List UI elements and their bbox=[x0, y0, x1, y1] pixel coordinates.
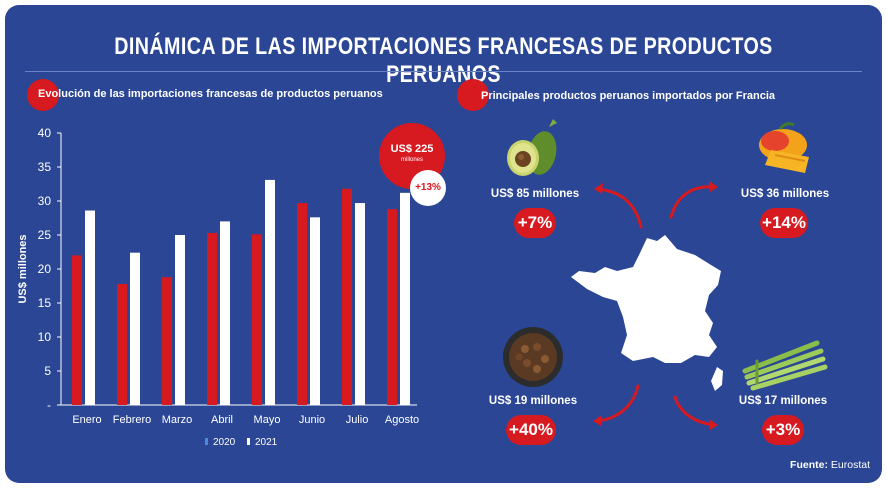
bar-2021-agosto bbox=[400, 192, 410, 405]
x-tick-label: Mayo bbox=[254, 414, 281, 426]
infographic-panel: DINÁMICA DE LAS IMPORTACIONES FRANCESAS … bbox=[5, 5, 882, 483]
bar-2021-junio bbox=[310, 217, 320, 405]
bar-2020-mayo bbox=[252, 234, 262, 405]
y-axis-label: US$ millones bbox=[17, 234, 29, 303]
legend-swatch-2021 bbox=[247, 438, 250, 445]
bar-2020-julio bbox=[342, 188, 352, 405]
arrow-to-coffee bbox=[595, 384, 640, 423]
x-tick-label: Abril bbox=[211, 414, 233, 426]
y-tick-label: 35 bbox=[38, 160, 52, 174]
france-map-icon bbox=[571, 235, 721, 363]
page-title: DINÁMICA DE LAS IMPORTACIONES FRANCESAS … bbox=[114, 33, 773, 88]
avocado-value-label: US$ 85 millones bbox=[490, 188, 580, 200]
x-tick-label: Marzo bbox=[162, 414, 193, 426]
bar-2020-enero bbox=[72, 255, 82, 405]
coffee-value-label: US$ 19 millones bbox=[488, 395, 578, 407]
source-value: Eurostat bbox=[830, 459, 870, 471]
chart-legend: 2020 2021 bbox=[205, 437, 278, 448]
bar-2020-junio bbox=[297, 203, 307, 405]
x-tick-label: Julio bbox=[346, 414, 369, 426]
x-tick-label: Agosto bbox=[385, 414, 419, 426]
corsica-map-icon bbox=[711, 367, 723, 391]
y-tick-label: 5 bbox=[44, 364, 51, 378]
asparagus-growth-badge: +3% bbox=[762, 415, 804, 445]
asparagus-value-label: US$ 17 millones bbox=[738, 395, 828, 407]
coffee-beans-icon bbox=[503, 327, 563, 387]
y-tick-label: 30 bbox=[38, 194, 52, 208]
avocado-icon bbox=[507, 119, 557, 176]
x-tick-label: Febrero bbox=[113, 414, 152, 426]
legend-label-2020: 2020 bbox=[213, 437, 236, 448]
legend-label-2021: 2021 bbox=[255, 437, 278, 448]
chart-section-dot bbox=[27, 79, 59, 111]
arrow-to-asparagus bbox=[673, 395, 717, 427]
bar-2021-febrero bbox=[130, 252, 140, 405]
legend-swatch-2020 bbox=[205, 438, 208, 445]
mango-growth-badge: +14% bbox=[760, 208, 808, 238]
total-growth-badge: +13% bbox=[410, 170, 446, 206]
chart-bars bbox=[72, 179, 410, 405]
chart-section-title: Evolución de las importaciones francesas… bbox=[38, 88, 383, 100]
coffee-growth-badge: +40% bbox=[506, 415, 556, 445]
y-tick-label: 15 bbox=[38, 296, 52, 310]
total-imports-unit: millones bbox=[400, 157, 423, 163]
avocado-growth-badge: +7% bbox=[514, 208, 556, 238]
bar-2021-mayo bbox=[265, 179, 275, 405]
x-tick-label: Enero bbox=[72, 414, 101, 426]
flow-arrows bbox=[593, 181, 718, 430]
y-tick-label: 25 bbox=[38, 228, 52, 242]
products-section-dot bbox=[457, 79, 489, 111]
asparagus-icon bbox=[742, 340, 828, 391]
arrow-to-mango bbox=[669, 185, 717, 219]
source-label: Fuente: bbox=[790, 459, 828, 471]
y-axis-ticks: - 5 10 15 20 25 30 35 40 bbox=[38, 126, 61, 412]
title-divider bbox=[25, 71, 862, 72]
arrow-to-avocado bbox=[595, 187, 643, 229]
bar-2020-agosto bbox=[387, 209, 397, 405]
y-tick-label: 20 bbox=[38, 262, 52, 276]
y-tick-label: 10 bbox=[38, 330, 52, 344]
bar-2020-febrero bbox=[117, 283, 127, 405]
bar-2021-enero bbox=[85, 210, 95, 405]
y-tick-label: 40 bbox=[38, 126, 52, 140]
mango-icon bbox=[759, 122, 809, 173]
x-tick-label: Junio bbox=[299, 414, 325, 426]
products-section-title: Principales productos peruanos importado… bbox=[481, 90, 776, 102]
total-imports-value: US$ 225 bbox=[390, 143, 434, 155]
bar-2021-abril bbox=[220, 221, 230, 405]
y-tick-label: - bbox=[47, 398, 51, 412]
x-axis-ticks: Enero Febrero Marzo Abril Mayo Junio Julio Agos… bbox=[72, 414, 419, 426]
bar-2021-marzo bbox=[175, 235, 185, 405]
bar-2020-marzo bbox=[162, 277, 172, 405]
source-note: Fuente: Eurostat bbox=[790, 459, 870, 471]
bar-2020-abril bbox=[207, 232, 217, 405]
bar-2021-julio bbox=[355, 203, 365, 405]
mango-value-label: US$ 36 millones bbox=[740, 188, 830, 200]
imports-bar-chart: - 5 10 15 20 25 30 35 40 Enero Febrero Marzo Abril M… bbox=[17, 119, 828, 448]
